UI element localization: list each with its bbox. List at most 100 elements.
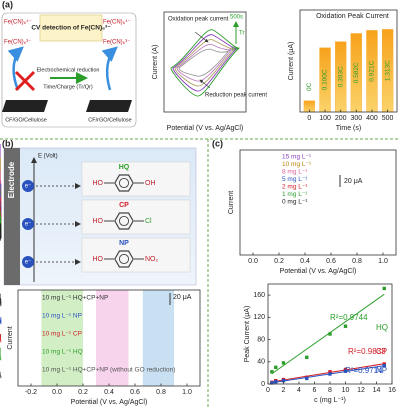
- title-box: [39, 14, 103, 42]
- x-tick-label: 6: [313, 387, 317, 394]
- electrode: [4, 148, 20, 285]
- legend-label: 10 mg L⁻¹: [282, 161, 312, 168]
- point: [328, 372, 332, 376]
- legend-label: 1 mg L⁻¹: [282, 191, 308, 198]
- y-tick-label: 80: [257, 336, 265, 343]
- panel-label: (c): [212, 138, 223, 148]
- annotation: Reduction peak current: [205, 93, 267, 99]
- y-tick-label: 120: [253, 314, 265, 321]
- x-axis-label: Potential (V vs. Ag/AgCl): [280, 268, 357, 275]
- molecule-name: HQ: [119, 164, 130, 171]
- curve: [0, 333, 2, 343]
- fit-line: [271, 365, 385, 384]
- ion-label: Fe(CN)₆⁴⁻: [4, 19, 32, 26]
- band: [142, 290, 174, 386]
- y-axis-label: Current (μA): [288, 42, 295, 81]
- point: [270, 370, 274, 374]
- x-tick-label: 2: [282, 387, 286, 394]
- point: [274, 380, 278, 384]
- material-label: CF/GO/Cellulose: [5, 117, 47, 123]
- x-tick-label: -0.2: [25, 389, 37, 396]
- substituent: HO: [93, 180, 104, 187]
- substituent: HO: [93, 256, 104, 263]
- electrode-label: Electrode: [7, 161, 16, 198]
- plot-frame: [299, 9, 398, 113]
- electrode: [2, 100, 48, 112]
- x-tick-label: 0.4: [104, 389, 114, 396]
- x-tick-label: 0: [266, 387, 270, 394]
- point: [305, 376, 309, 381]
- electron: [22, 180, 34, 192]
- plot-frame: [163, 11, 247, 113]
- cv-loop: [178, 46, 232, 77]
- electron: [22, 256, 34, 268]
- y-tick-label: 0: [261, 381, 265, 388]
- point: [382, 363, 386, 368]
- band: [96, 290, 129, 386]
- point: [382, 286, 386, 291]
- x-axis-label: Time (s): [336, 125, 361, 132]
- series-label: HQ: [376, 323, 388, 332]
- x-tick-label: 0.0: [248, 258, 258, 265]
- curve: [0, 347, 2, 361]
- point: [328, 370, 332, 374]
- point: [305, 355, 309, 360]
- x-tick-label: 1.0: [378, 258, 388, 265]
- bar-label: 0.303C: [337, 66, 344, 87]
- series-label: 10 mg L⁻¹ CP: [42, 331, 82, 338]
- x-tick-label: 300: [350, 115, 362, 122]
- curve: [0, 371, 2, 379]
- electron-label: e⁻: [25, 260, 32, 266]
- y-tick-label: 160: [253, 292, 265, 299]
- x-tick-label: 8: [328, 387, 332, 394]
- molecule-name: NP: [119, 240, 129, 247]
- point: [343, 324, 348, 328]
- x-tick-label: 4: [297, 387, 301, 394]
- x-tick-label: 0.6: [130, 389, 140, 396]
- cv-loop: [170, 29, 240, 97]
- x-tick-label: 1.0: [182, 389, 192, 396]
- plot-frame: [239, 149, 397, 256]
- curve: [0, 293, 2, 307]
- arrow-sublabel: Time/Charge (Tr/Qr): [43, 84, 93, 90]
- bar-label: 0C: [306, 82, 313, 91]
- fit-line: [271, 293, 385, 375]
- molecule-box: [81, 199, 191, 235]
- x-axis-label: Potential (V vs. Ag/AgCl): [167, 125, 244, 132]
- x-tick-label: 14: [373, 387, 381, 394]
- ion-arrow: [101, 46, 118, 91]
- electron-label: e⁻: [25, 184, 32, 190]
- diagram-title: CV detection of Fe(CN)₆³⁻: [31, 25, 111, 32]
- ion-label: Fe(CN)₆³⁻: [4, 40, 31, 46]
- substituent: Cl: [145, 218, 152, 225]
- chart-title: Oxidation Peak Current: [316, 13, 389, 20]
- legend-label: 2 mg L⁻¹: [282, 184, 308, 191]
- legend-label: 15 mg L⁻¹: [282, 154, 312, 161]
- ion-label: Fe(CN)₆⁴⁻: [103, 19, 131, 26]
- legend-label: 5 mg L⁻¹: [282, 176, 308, 183]
- series-label: 10 mg L⁻¹ HQ+CP+NP (without GO reduction…: [42, 367, 175, 374]
- molecule-box: [81, 161, 191, 197]
- curve: [0, 317, 2, 325]
- bar-label: 0.921C: [369, 60, 376, 81]
- r2-label: R²=0.9833: [348, 347, 386, 356]
- y-axis-label: Current: [228, 191, 235, 214]
- x-tick-label: 0.6: [326, 258, 336, 265]
- bar-label: 0.100C: [322, 69, 329, 90]
- point: [281, 378, 286, 383]
- ion-label: Fe(CN)₆³⁻: [103, 40, 130, 46]
- material-label: CF/rGO/Cellulose: [88, 117, 131, 123]
- x-tick-label: 100: [319, 115, 331, 122]
- molecule-box: [81, 237, 191, 273]
- x-axis-label: Potential (V vs. Ag/AgCl): [71, 399, 148, 406]
- x-tick-label: 0.2: [78, 389, 88, 396]
- point: [270, 381, 274, 385]
- panel-a-diagram: CV detection of Fe(CN)₆³⁻ Fe(CN)₆⁴⁻ Fe(C…: [1, 12, 137, 128]
- series-label: NP: [376, 366, 387, 375]
- panel-label: (b): [2, 138, 14, 148]
- x-tick-label: 12: [357, 387, 365, 394]
- x-tick-label: 0.2: [274, 258, 284, 265]
- x-axis-label: c (mg L⁻¹): [314, 397, 346, 404]
- bar-label: 1.313C: [384, 60, 391, 81]
- point: [328, 332, 332, 336]
